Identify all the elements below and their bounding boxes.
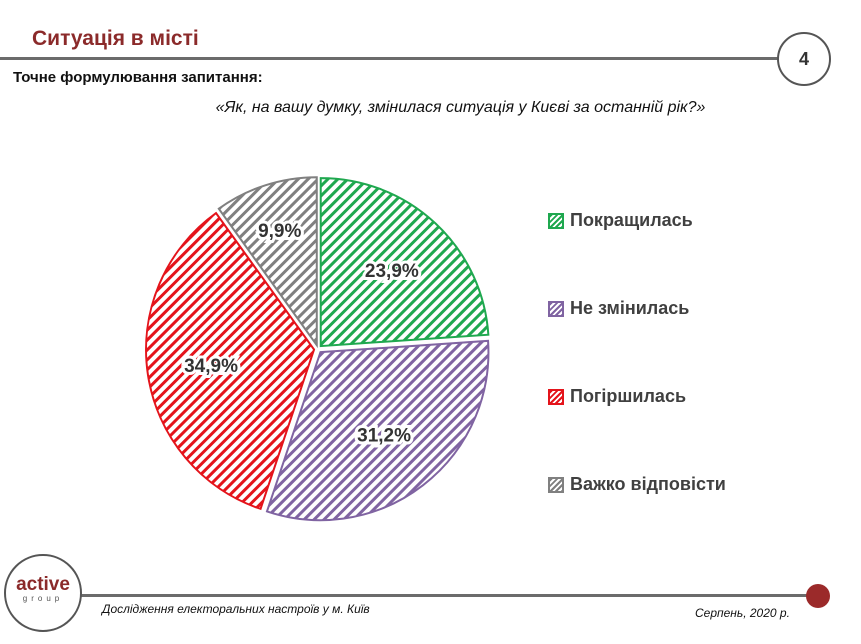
pie-slice-3 (217, 176, 318, 349)
study-date: Серпень, 2020 р. (695, 606, 790, 620)
legend-swatch (548, 300, 564, 317)
page-number: 4 (777, 32, 831, 86)
question-text: «Як, на вашу думку, змінилася ситуація у… (215, 99, 706, 116)
question-heading: Точне формулювання запитання: (13, 69, 263, 86)
data-label: 9,9% (258, 221, 301, 242)
legend-swatch (548, 476, 564, 493)
data-label: 23,9% (365, 261, 419, 282)
data-label: 31,2% (357, 426, 411, 447)
footer-divider (80, 594, 810, 597)
legend-label: Важко відповісти (570, 474, 726, 494)
footer-dot (806, 584, 830, 608)
legend-item: Погіршилась (548, 386, 686, 407)
legend-item: Покращилась (548, 210, 693, 231)
legend-label: Не змінилась (570, 298, 690, 318)
legend-swatch (548, 212, 564, 229)
active-group-logo: active group (4, 554, 82, 632)
pie-slice-0 (319, 177, 490, 348)
legend-label: Погіршилась (570, 386, 687, 406)
pie-slice-2 (145, 211, 316, 511)
legend-item: Не змінилась (548, 298, 689, 319)
legend-swatch (548, 388, 564, 405)
legend-item: Важко відповісти (548, 474, 726, 495)
legend-label: Покращилась (570, 210, 693, 230)
pie-slice-1 (265, 339, 490, 522)
study-name: Дослідження електоральних настроїв у м. … (102, 602, 370, 616)
header-divider (0, 57, 780, 60)
slide-title: Ситуація в місті (32, 27, 199, 50)
data-label: 34,9% (184, 356, 238, 377)
